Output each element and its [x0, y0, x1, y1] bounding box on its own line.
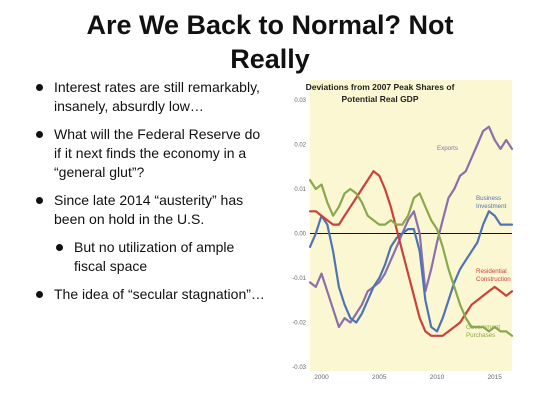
- y-tick-label: 0.00: [294, 232, 306, 238]
- bullet-text: if it next finds the economy in a: [54, 145, 247, 161]
- slide-title: Are We Back to Normal? Not Really: [0, 8, 540, 76]
- series-label: Purchases: [466, 332, 495, 339]
- bullet-text: Interest rates are still remarkably,: [54, 79, 260, 95]
- bullet-secular-stagnation: The idea of “secular stagnation”…: [34, 285, 296, 304]
- bullet-dot-icon: [36, 197, 43, 204]
- y-tick-label: 0.02: [294, 143, 306, 149]
- bullet-dot-icon: [56, 244, 63, 251]
- x-tick-label: 2015: [487, 374, 502, 381]
- series-line-business-investment: [308, 210, 514, 333]
- slide-title-line-2: Really: [230, 44, 310, 74]
- bullet-dot-icon: [36, 131, 43, 138]
- bullet-text: What will the Federal Reserve do: [54, 126, 261, 142]
- y-tick-label: 0.03: [294, 98, 306, 104]
- series-label: Business: [476, 195, 501, 202]
- bullet-text: been on hold in the U.S.: [54, 211, 205, 227]
- bullet-fiscal-space: But no utilization of ample fiscal space: [54, 238, 296, 276]
- bullet-text: fiscal space: [74, 258, 148, 274]
- bullet-dot-icon: [36, 84, 43, 91]
- series-label: Investment: [476, 203, 507, 210]
- line-chart: 0.03 0.02 0.01 0.00 -0.01 -0.02 -0.03 2000 2005 2…: [292, 80, 514, 381]
- x-tick-label: 2005: [372, 374, 387, 381]
- bullet-austerity: Since late 2014 “austerity” has been on …: [34, 191, 296, 229]
- series-label: Exports: [437, 145, 458, 152]
- series-label: Construction: [476, 276, 511, 283]
- chart-subtitle: Potential Real GDP: [342, 94, 419, 104]
- bullet-interest-rates: Interest rates are still remarkably, ins…: [34, 78, 296, 116]
- x-tick-label: 2000: [314, 374, 329, 381]
- y-tick-label: -0.03: [292, 365, 306, 371]
- bullet-text: The idea of “secular stagnation”…: [54, 286, 265, 302]
- plot-background: [310, 80, 512, 371]
- series-label: Residential: [476, 268, 507, 275]
- slide-title-line-1: Are We Back to Normal? Not: [86, 10, 454, 40]
- bullet-dot-icon: [36, 291, 43, 298]
- y-tick-label: 0.01: [294, 187, 306, 193]
- chart-container: 0.03 0.02 0.01 0.00 -0.01 -0.02 -0.03 2000 2005 2…: [280, 80, 525, 385]
- series-line-residential-construction: [308, 170, 514, 337]
- series-line-government-purchases: [308, 178, 514, 337]
- bullet-federal-reserve: What will the Federal Reserve do if it n…: [34, 125, 296, 182]
- series-label: Government: [466, 324, 500, 331]
- bullet-text: “general glut”?: [54, 164, 145, 180]
- series-line-exports: [308, 125, 514, 329]
- bullet-text: insanely, absurdly low…: [54, 98, 204, 114]
- y-tick-label: -0.01: [292, 276, 306, 282]
- bullet-list: Interest rates are still remarkably, ins…: [34, 78, 296, 313]
- chart-title: Deviations from 2007 Peak Shares of: [306, 82, 455, 92]
- x-tick-label: 2010: [430, 374, 445, 381]
- y-tick-label: -0.02: [292, 321, 306, 327]
- bullet-text: But no utilization of ample: [74, 239, 235, 255]
- bullet-text: Since late 2014 “austerity” has: [54, 192, 244, 208]
